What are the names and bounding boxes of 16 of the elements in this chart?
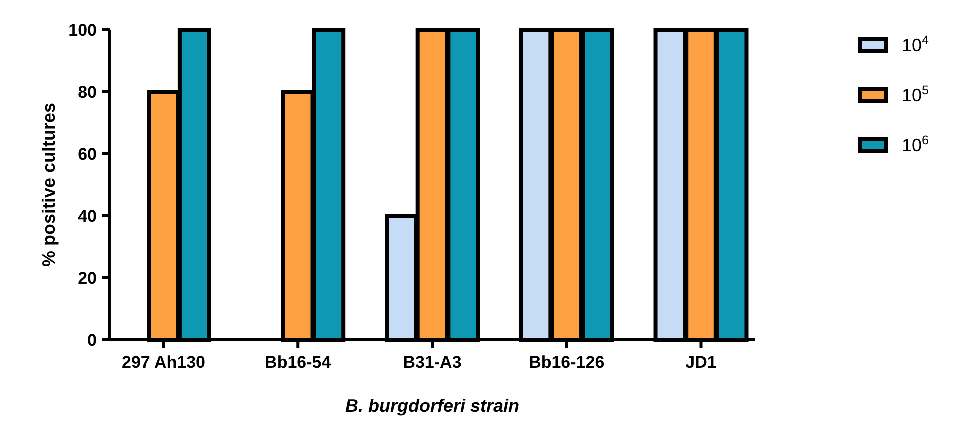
- y-tick-label: 100: [68, 20, 97, 40]
- x-tick-label: 297 Ah130: [122, 353, 206, 372]
- y-tick-label: 0: [88, 330, 97, 350]
- y-tick-label: 60: [78, 144, 97, 164]
- legend-label: 10$^{4}$: [902, 33, 930, 56]
- x-axis-title: B. burgdorferi strain: [345, 396, 520, 416]
- y-tick-label: 80: [78, 82, 97, 102]
- x-tick-label: Bb16-126: [529, 353, 605, 372]
- legend-label: 10$^{5}$: [902, 83, 930, 106]
- legend-label: 10$^{6}$: [902, 133, 930, 156]
- x-tick-label: JD1: [686, 353, 717, 372]
- x-tick-label: Bb16-54: [265, 353, 332, 372]
- y-axis-title: % positive cultures: [39, 102, 59, 268]
- x-tick-label: B31-A3: [403, 353, 462, 372]
- y-tick-label: 20: [78, 268, 97, 288]
- y-tick-label: 40: [78, 206, 97, 226]
